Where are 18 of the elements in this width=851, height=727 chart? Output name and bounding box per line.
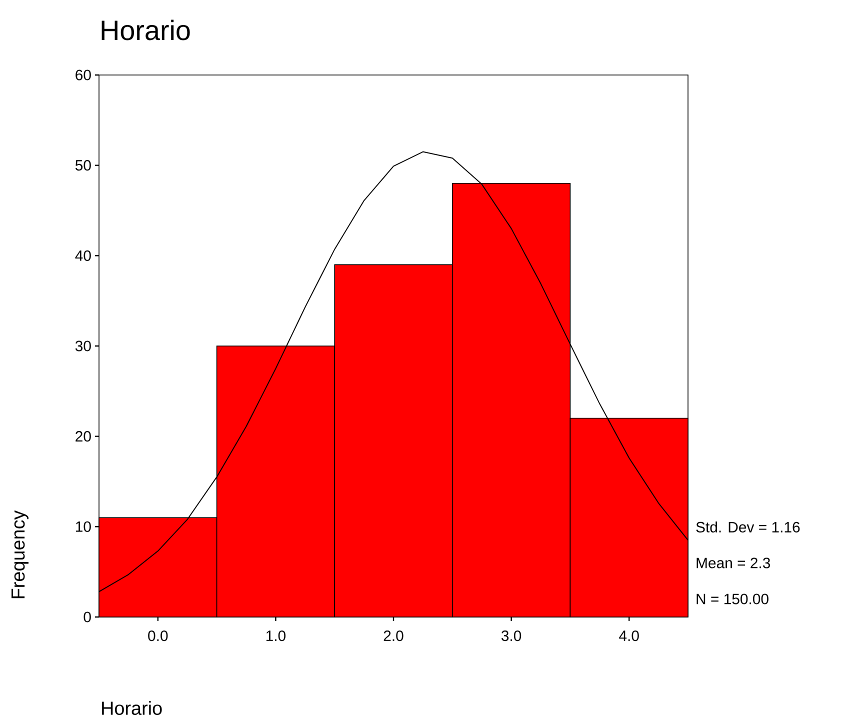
x-tick-label: 0.0 — [148, 630, 168, 642]
x-tick-label: 4.0 — [619, 630, 639, 642]
y-tick-label: 50 — [75, 160, 91, 171]
y-tick-label: 60 — [76, 70, 91, 80]
x-tick-label: 2.0 — [384, 630, 404, 642]
y-tick-label: 10 — [76, 521, 91, 532]
text: Std. Dev = 1.16 — [696, 521, 800, 532]
text: N = 150.00 — [696, 594, 768, 604]
y-axis-title: Frequency — [12, 510, 28, 598]
x-axis-title: Horario — [102, 701, 162, 715]
y-tick-label: 20 — [76, 431, 91, 442]
y-tick-label: 40 — [75, 250, 91, 261]
y-tick-label: 0 — [84, 612, 91, 622]
text: Mean = 2.3 — [696, 558, 770, 568]
y-tick-label: 30 — [75, 340, 91, 352]
chart-title: Horario — [102, 20, 190, 40]
x-tick-label: 3.0 — [501, 630, 522, 642]
x-tick-label: 1.0 — [266, 630, 286, 642]
